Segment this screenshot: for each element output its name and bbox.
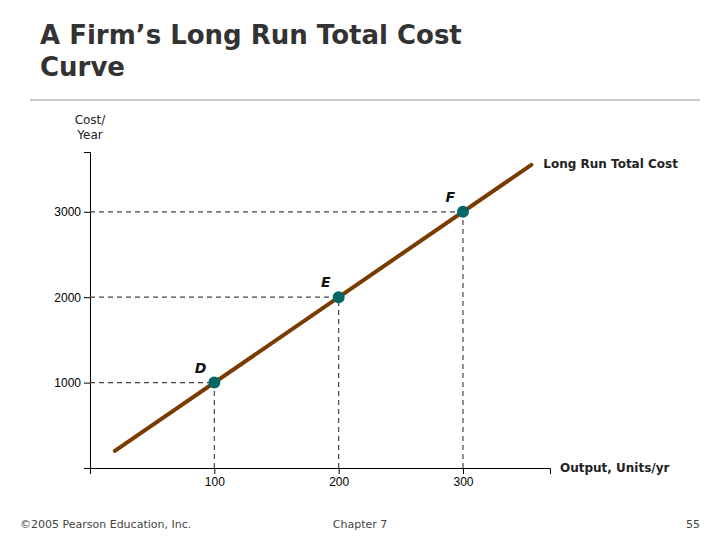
tick-mark bbox=[463, 468, 464, 474]
point bbox=[457, 206, 469, 218]
point-label: D bbox=[195, 360, 207, 376]
guide-line bbox=[90, 211, 463, 212]
point-label: E bbox=[321, 274, 331, 290]
title: A Firm’s Long Run Total CostCurve bbox=[40, 20, 462, 82]
y-axis: 1000 2000 3000 bbox=[54, 153, 90, 469]
tick-mark bbox=[339, 468, 340, 474]
axis-line bbox=[91, 469, 551, 475]
guide-line bbox=[90, 297, 339, 298]
tick-label: 2000 bbox=[54, 291, 81, 305]
marks bbox=[90, 165, 531, 468]
plot: 100 200 300 1000 2000 3000 Long Run Total Cost… bbox=[54, 153, 678, 489]
y-axis-title: Cost/Year bbox=[75, 113, 107, 142]
chart: A Firm’s Long Run Total CostCurve 100 200 3… bbox=[0, 0, 720, 540]
point bbox=[208, 377, 220, 389]
tick-label: 3000 bbox=[54, 205, 81, 219]
axis-line bbox=[84, 153, 91, 469]
tick-mark bbox=[84, 212, 90, 213]
tick-mark bbox=[84, 297, 90, 298]
point-label: F bbox=[445, 189, 455, 205]
tick: 2000 bbox=[54, 291, 90, 305]
series-label: Long Run Total Cost bbox=[543, 157, 678, 171]
tick: 200 bbox=[329, 468, 349, 489]
footer: ©2005 Pearson Education, Inc. bbox=[20, 518, 191, 531]
labels: Long Run Total Cost D E F bbox=[195, 157, 679, 375]
tick: 1000 bbox=[54, 376, 90, 390]
title-rule bbox=[30, 100, 700, 101]
tick-label: 100 bbox=[205, 475, 225, 489]
tick-mark bbox=[214, 468, 215, 474]
tick-label: 200 bbox=[329, 475, 349, 489]
guide-line bbox=[338, 297, 339, 468]
tick: 3000 bbox=[54, 205, 90, 219]
point bbox=[333, 291, 345, 303]
footer: Chapter 7 bbox=[333, 518, 387, 531]
guide-line bbox=[462, 212, 463, 468]
footer: 55 bbox=[686, 518, 700, 531]
x-axis: 100 200 300 bbox=[91, 468, 551, 489]
x-axis-title: Output, Units/yr bbox=[560, 461, 670, 475]
tick: 300 bbox=[453, 468, 473, 489]
tick-mark bbox=[84, 383, 90, 384]
guide-line bbox=[90, 382, 214, 383]
line bbox=[115, 165, 531, 451]
tick-label: 1000 bbox=[54, 376, 81, 390]
guide-line bbox=[214, 383, 215, 468]
tick-label: 300 bbox=[453, 475, 473, 489]
tick: 100 bbox=[205, 468, 225, 489]
